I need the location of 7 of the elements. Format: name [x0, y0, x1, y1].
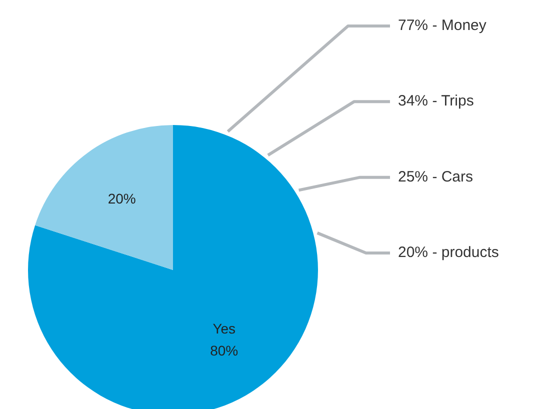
text: 25% - Cars — [398, 168, 474, 186]
text: 20% - products — [398, 244, 499, 261]
text: 34% - Trips — [398, 92, 474, 110]
text: 77% - Money — [398, 16, 487, 34]
data-label: 80% — [210, 342, 238, 358]
data-label: 20% — [108, 190, 136, 206]
slice-label: Yes — [212, 320, 236, 336]
